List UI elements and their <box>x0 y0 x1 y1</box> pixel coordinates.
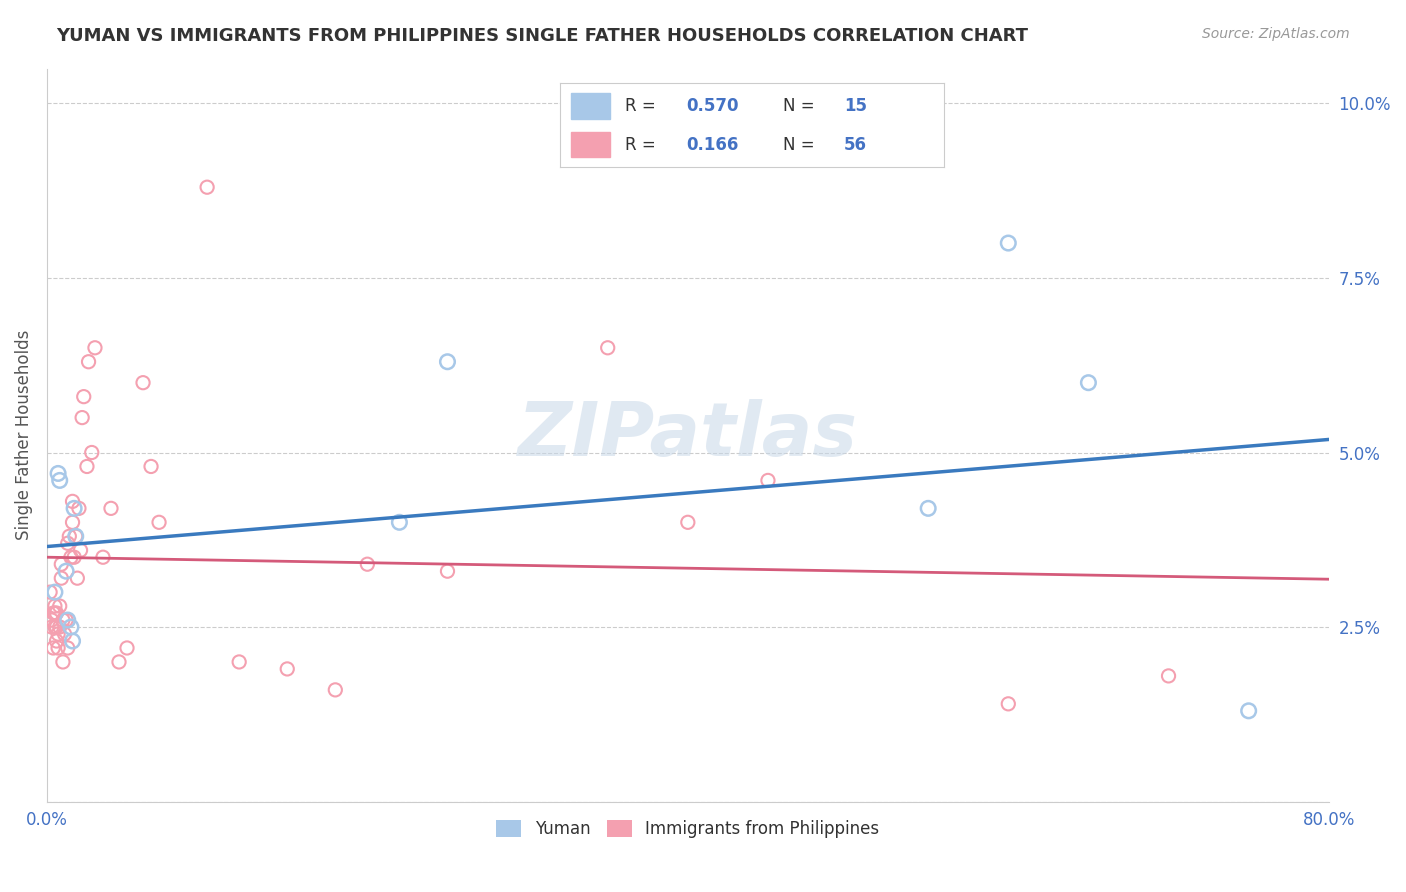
Point <box>45 620 67 634</box>
Point <box>39 585 62 599</box>
Point <box>195 180 218 194</box>
Point <box>48 599 70 613</box>
Point <box>44 599 66 613</box>
Point <box>139 459 162 474</box>
Point <box>62 494 84 508</box>
Point <box>45 634 67 648</box>
Point <box>676 516 699 530</box>
Point <box>46 627 69 641</box>
Point <box>63 501 86 516</box>
Point <box>65 529 87 543</box>
Point <box>84 341 107 355</box>
Point <box>356 558 378 572</box>
Point <box>323 682 346 697</box>
Point <box>132 376 155 390</box>
Legend: Yuman, Immigrants from Philippines: Yuman, Immigrants from Philippines <box>489 813 886 845</box>
Text: YUMAN VS IMMIGRANTS FROM PHILIPPINES SINGLE FATHER HOUSEHOLDS CORRELATION CHART: YUMAN VS IMMIGRANTS FROM PHILIPPINES SIN… <box>56 27 1028 45</box>
Point <box>66 571 89 585</box>
Point <box>63 550 86 565</box>
Point <box>51 571 73 585</box>
Point <box>59 620 82 634</box>
Point <box>596 341 619 355</box>
Y-axis label: Single Father Households: Single Father Households <box>15 330 32 541</box>
Point <box>997 235 1019 250</box>
Point <box>1157 669 1180 683</box>
Point <box>73 390 96 404</box>
Point <box>70 410 93 425</box>
Point <box>108 655 131 669</box>
Point <box>76 459 98 474</box>
Point <box>228 655 250 669</box>
Point <box>59 550 82 565</box>
Point <box>44 585 66 599</box>
Point <box>436 355 458 369</box>
Point <box>388 516 411 530</box>
Point <box>115 640 138 655</box>
Point <box>42 640 65 655</box>
Point <box>69 543 91 558</box>
Point <box>52 655 75 669</box>
Point <box>56 613 79 627</box>
Point <box>51 558 73 572</box>
Point <box>80 445 103 459</box>
Point <box>41 613 63 627</box>
Point <box>997 697 1019 711</box>
Point <box>55 564 77 578</box>
Point <box>42 606 65 620</box>
Point <box>756 474 779 488</box>
Point <box>65 529 87 543</box>
Point <box>46 640 69 655</box>
Point <box>100 501 122 516</box>
Point <box>58 529 80 543</box>
Point <box>46 467 69 481</box>
Point <box>48 620 70 634</box>
Point <box>56 640 79 655</box>
Point <box>41 620 63 634</box>
Point <box>148 516 170 530</box>
Point <box>44 606 66 620</box>
Point <box>48 474 70 488</box>
Point <box>91 550 114 565</box>
Point <box>1237 704 1260 718</box>
Point <box>56 536 79 550</box>
Point <box>52 613 75 627</box>
Point <box>45 606 67 620</box>
Point <box>917 501 939 516</box>
Text: Source: ZipAtlas.com: Source: ZipAtlas.com <box>1202 27 1350 41</box>
Point <box>67 501 90 516</box>
Point <box>1077 376 1099 390</box>
Point <box>77 355 100 369</box>
Text: ZIPatlas: ZIPatlas <box>517 399 858 472</box>
Point <box>436 564 458 578</box>
Point <box>62 516 84 530</box>
Point <box>62 634 84 648</box>
Point <box>53 627 76 641</box>
Point <box>55 613 77 627</box>
Point <box>276 662 298 676</box>
Point <box>44 620 66 634</box>
